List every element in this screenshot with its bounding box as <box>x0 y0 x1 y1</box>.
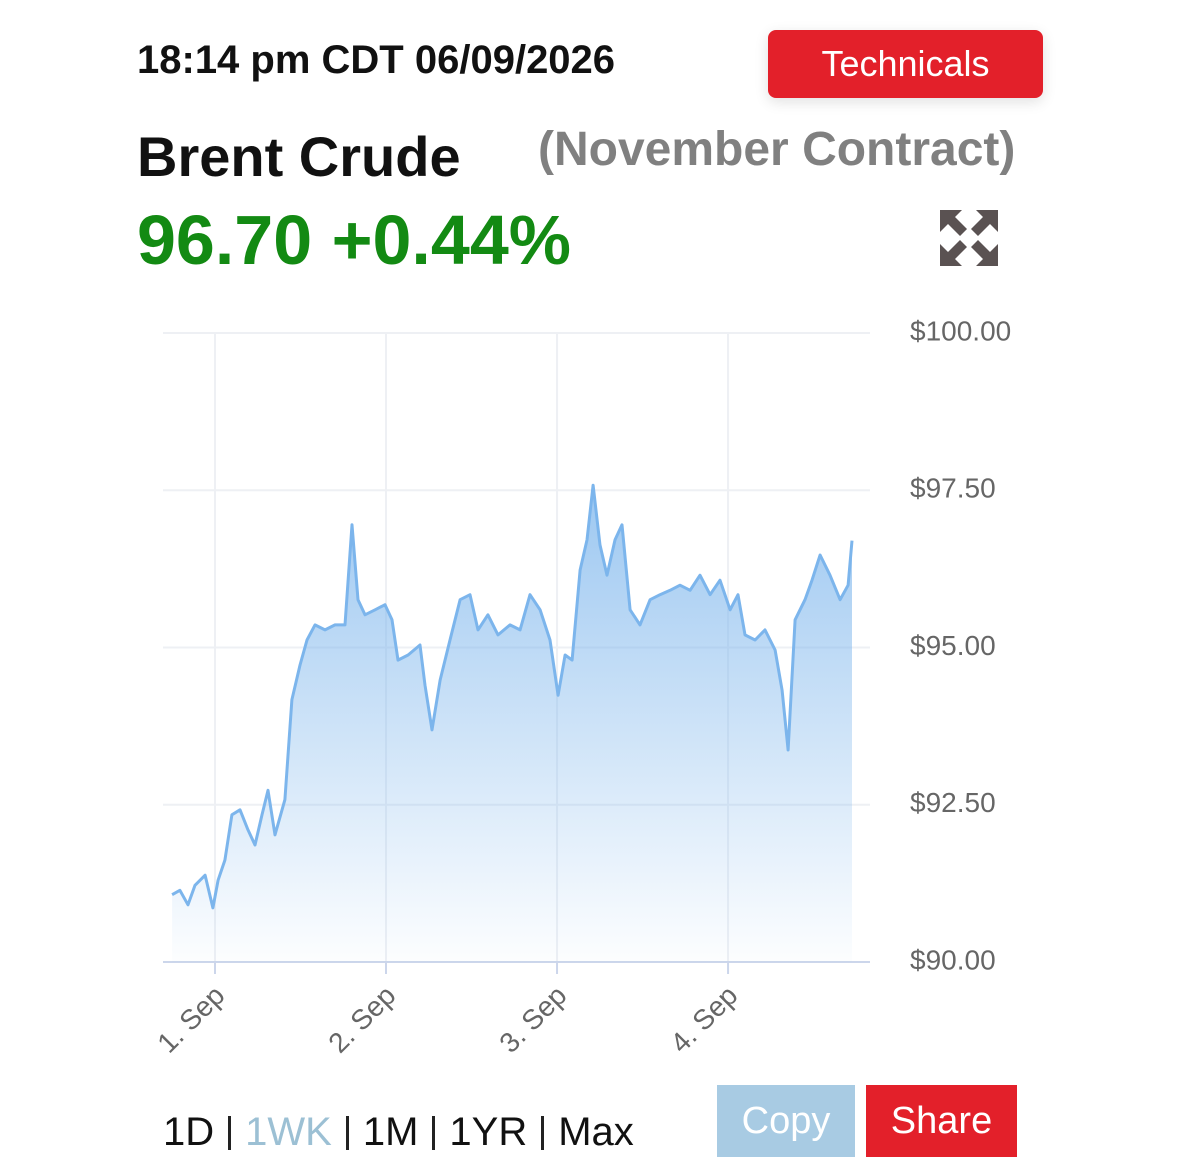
separator <box>432 1115 436 1150</box>
range-selector: 1D 1WK 1M 1YR Max <box>163 1110 634 1155</box>
y-tick-label: $90.00 <box>910 944 996 975</box>
technicals-button[interactable]: Technicals <box>768 30 1043 98</box>
y-tick-label: $95.00 <box>910 630 996 661</box>
price-line: 96.70 +0.44% <box>137 200 571 280</box>
range-button[interactable]: Max <box>558 1110 634 1154</box>
instrument-name: Brent Crude <box>137 125 461 188</box>
expand-icon[interactable] <box>940 210 998 266</box>
range-button[interactable]: 1D <box>163 1110 215 1154</box>
x-tick-label: 2. Sep <box>322 980 401 1059</box>
timestamp: 18:14 pm CDT 06/09/2026 <box>137 38 616 82</box>
change: +0.44% <box>331 201 571 279</box>
line <box>171 483 854 910</box>
share-button[interactable]: Share <box>866 1085 1017 1157</box>
range-button[interactable]: 1YR <box>449 1110 528 1154</box>
range-button[interactable]: 1WK <box>245 1110 332 1154</box>
x-tick-label: 1. Sep <box>151 980 230 1059</box>
separator <box>345 1115 349 1150</box>
price: 96.70 <box>137 201 313 279</box>
range-button[interactable]: 1M <box>362 1110 419 1154</box>
x-tick-label: 4. Sep <box>664 980 743 1059</box>
y-tick-label: $100.00 <box>910 315 1011 346</box>
copy-button[interactable]: Copy <box>717 1085 855 1157</box>
x-tick-label: 3. Sep <box>493 980 572 1059</box>
area <box>172 485 853 962</box>
y-tick-label: $92.50 <box>910 787 996 818</box>
y-tick-label: $97.50 <box>910 473 996 504</box>
contract-label: (November Contract) <box>538 123 1016 176</box>
separator <box>541 1115 545 1150</box>
separator <box>228 1115 232 1150</box>
